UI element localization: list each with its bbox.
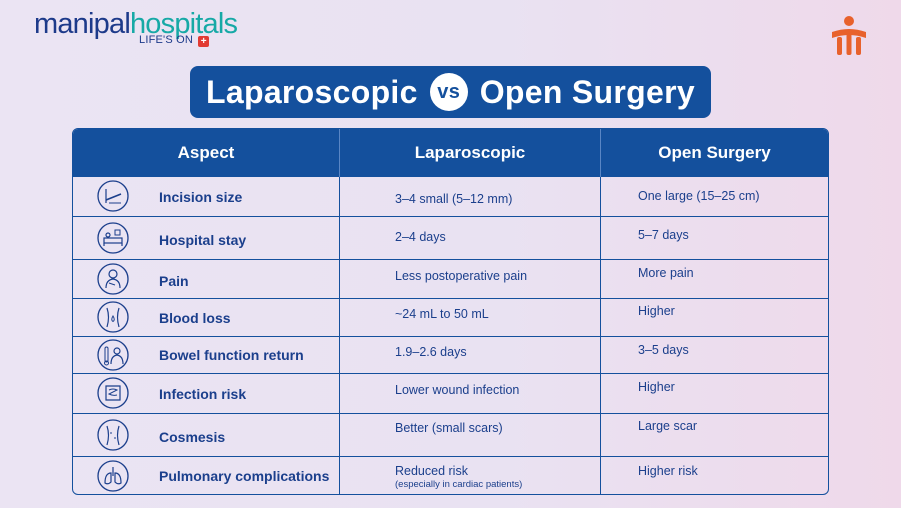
lungs-icon bbox=[97, 460, 129, 492]
open-surgery-value: Higher risk bbox=[638, 464, 698, 478]
comparison-table: Aspect Laparoscopic Open Surgery Incisio… bbox=[72, 128, 829, 495]
laparoscopic-value: Lower wound infection bbox=[395, 383, 520, 397]
header-aspect: Aspect bbox=[177, 143, 235, 162]
tagline-text: LIFE'S ON bbox=[139, 34, 194, 46]
row-divider bbox=[73, 259, 828, 260]
brand-name-part2: hospitals bbox=[129, 8, 238, 40]
brand-logo: manipalhospitals bbox=[34, 8, 238, 40]
row-divider bbox=[73, 216, 828, 217]
aspect-label: Bowel function return bbox=[159, 347, 304, 363]
laparoscopic-note: (especially in cardiac patients) bbox=[395, 479, 523, 490]
intestine-icon bbox=[97, 377, 129, 409]
aspect-label: Hospital stay bbox=[159, 232, 247, 248]
row-divider bbox=[73, 456, 828, 457]
corner-emblem-icon bbox=[832, 16, 866, 55]
open-surgery-value: Higher bbox=[638, 380, 675, 394]
open-surgery-value: One large (15–25 cm) bbox=[638, 189, 760, 203]
column-divider bbox=[339, 177, 340, 494]
tagline-plus-icon: + bbox=[198, 36, 210, 47]
header-divider bbox=[339, 129, 340, 177]
laparoscopic-value: ~24 mL to 50 mL bbox=[395, 307, 489, 321]
brand-tagline: LIFE'S ON + bbox=[139, 34, 210, 47]
header-divider bbox=[600, 129, 601, 177]
brand-wordmark: manipalhospitals bbox=[34, 8, 238, 40]
hospital-bed-icon bbox=[97, 222, 129, 254]
vs-badge: vs bbox=[429, 73, 468, 111]
aspect-label: Incision size bbox=[159, 189, 243, 205]
laparoscopic-value: 2–4 days bbox=[395, 230, 446, 244]
cosmesis-icon bbox=[97, 419, 129, 451]
header-laparoscopic: Laparoscopic bbox=[414, 143, 526, 162]
aspect-label: Blood loss bbox=[159, 310, 231, 326]
open-surgery-value: 5–7 days bbox=[638, 228, 689, 242]
aspect-label: Pulmonary complications bbox=[159, 468, 330, 484]
title-banner: Laparoscopic vs Open Surgery bbox=[190, 66, 711, 118]
title-left: Laparoscopic bbox=[206, 73, 418, 110]
header-open-surgery: Open Surgery bbox=[658, 143, 771, 162]
column-divider bbox=[600, 177, 601, 494]
row-divider bbox=[73, 373, 828, 374]
pain-icon bbox=[97, 263, 129, 295]
row-divider bbox=[73, 298, 828, 299]
open-surgery-value: Higher bbox=[638, 304, 675, 318]
bowel-icon bbox=[97, 339, 129, 371]
laparoscopic-value: 1.9–2.6 days bbox=[395, 345, 467, 359]
aspect-label: Infection risk bbox=[159, 386, 247, 402]
aspect-label: Cosmesis bbox=[159, 429, 226, 445]
brand-name-part1: manipal bbox=[34, 8, 131, 40]
title-right: Open Surgery bbox=[479, 73, 695, 110]
open-surgery-value: More pain bbox=[638, 266, 694, 280]
open-surgery-value: 3–5 days bbox=[638, 343, 689, 357]
laparoscopic-value: 3–4 small (5–12 mm) bbox=[395, 192, 513, 206]
laparoscopic-value: Less postoperative pain bbox=[395, 269, 528, 283]
open-surgery-value: Large scar bbox=[638, 419, 698, 433]
blood-loss-icon bbox=[97, 301, 129, 333]
aspect-label: Pain bbox=[159, 273, 189, 289]
row-divider bbox=[73, 336, 828, 337]
incision-icon bbox=[97, 180, 129, 212]
row-divider bbox=[73, 413, 828, 414]
table-header: Aspect Laparoscopic Open Surgery bbox=[73, 129, 828, 177]
laparoscopic-value: Reduced risk bbox=[395, 464, 468, 478]
laparoscopic-value: Better (small scars) bbox=[395, 421, 503, 435]
